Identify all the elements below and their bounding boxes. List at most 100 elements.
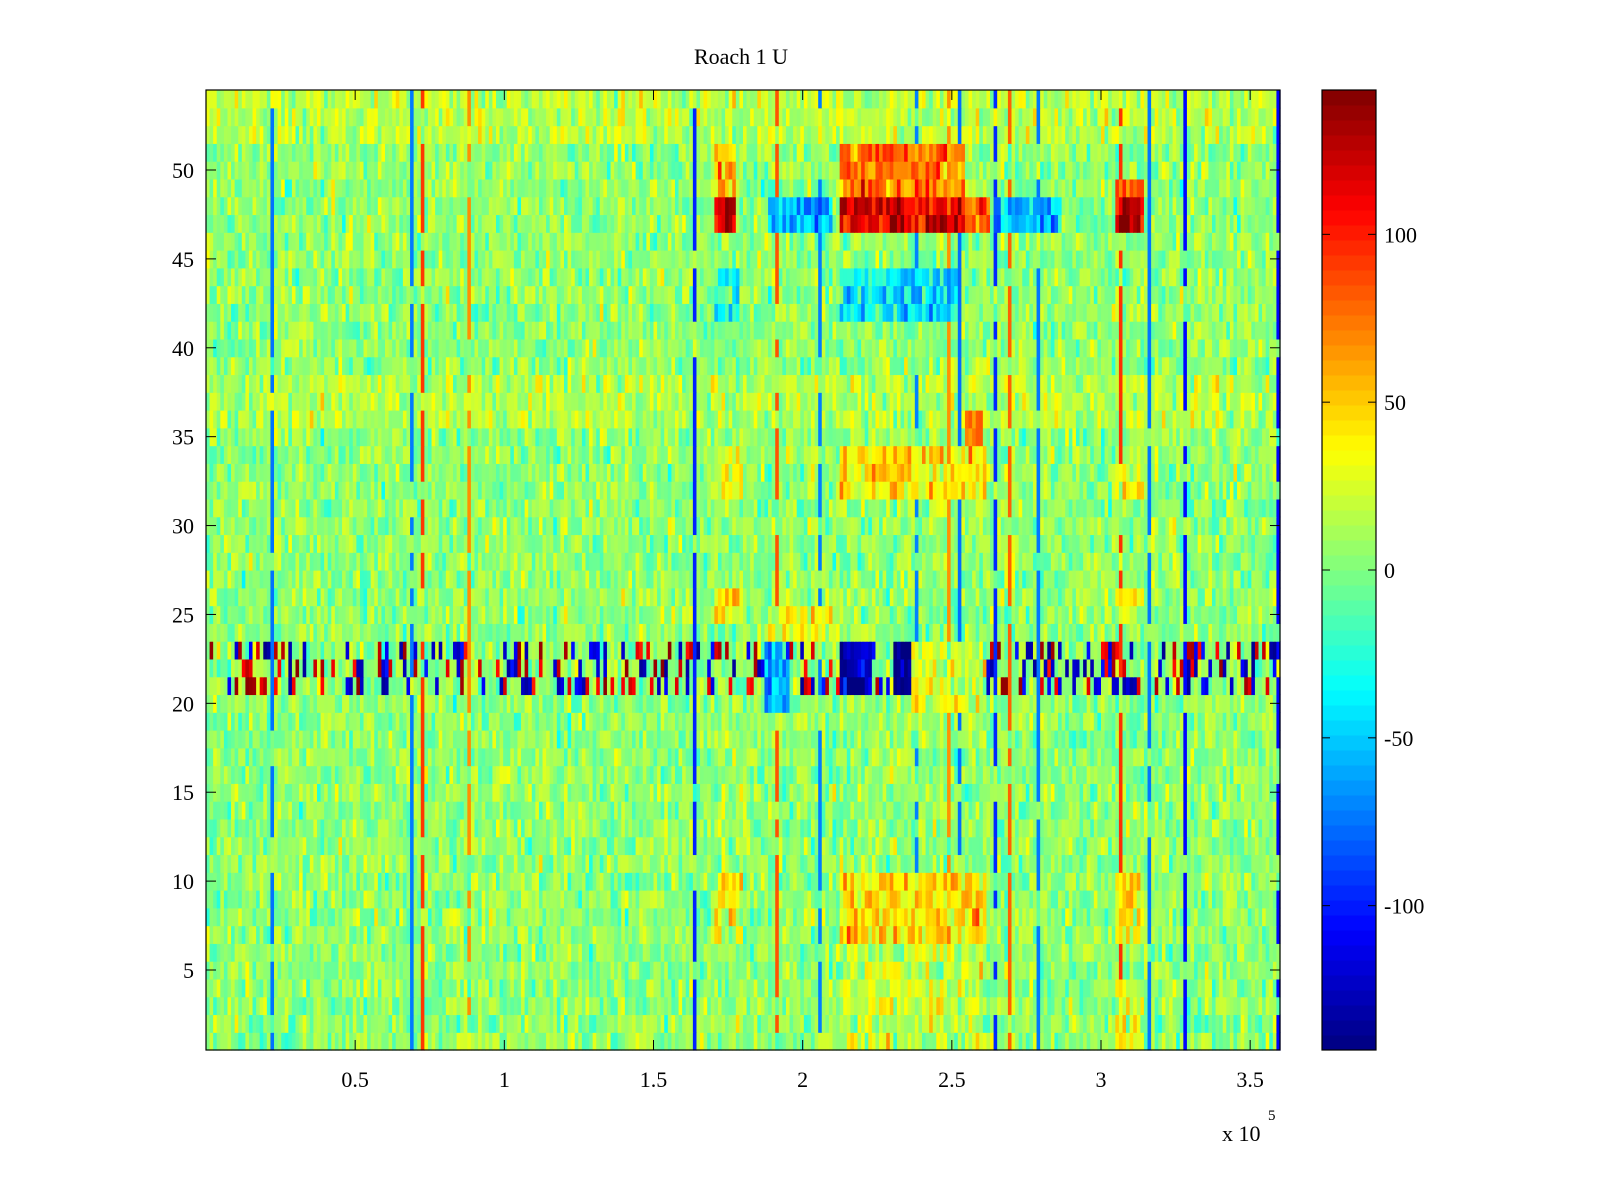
heatmap-cell <box>1133 925 1138 944</box>
heatmap-cell <box>621 978 626 998</box>
heatmap-cell <box>1054 818 1059 838</box>
heatmap-cell <box>1190 978 1195 998</box>
heatmap-cell <box>1090 1032 1095 1051</box>
heatmap-cell <box>728 925 733 944</box>
heatmap-cell <box>825 925 830 944</box>
heatmap-cell <box>485 783 490 802</box>
heatmap-cell <box>281 943 286 962</box>
heatmap-cell <box>803 783 809 802</box>
heatmap-cell <box>1007 907 1013 927</box>
heatmap-cell <box>986 890 991 909</box>
heatmap-cell <box>853 801 859 820</box>
heatmap-cell <box>982 783 988 802</box>
heatmap-cell <box>961 907 966 927</box>
heatmap-cell <box>986 925 991 944</box>
heatmap-cell <box>1251 872 1256 891</box>
heatmap-cell <box>692 783 698 802</box>
heatmap-cell <box>259 818 264 838</box>
heatmap-cell <box>1025 854 1030 873</box>
heatmap-cell <box>399 890 404 909</box>
heatmap-cell <box>746 747 751 767</box>
heatmap-cell <box>760 890 766 909</box>
heatmap-cell <box>449 907 454 927</box>
heatmap-cell <box>1183 978 1188 998</box>
heatmap-cell <box>485 801 490 820</box>
heatmap-cell <box>453 925 458 944</box>
heatmap-cell <box>922 943 927 962</box>
heatmap-cell <box>1115 1032 1120 1051</box>
heatmap-cell <box>782 890 787 909</box>
heatmap-cell <box>359 783 365 802</box>
heatmap-cell <box>914 925 920 944</box>
heatmap-cell <box>925 872 930 891</box>
heatmap-cell <box>879 854 884 873</box>
heatmap-cell <box>556 943 562 962</box>
heatmap-cell <box>402 836 408 856</box>
heatmap-cell <box>1000 1032 1005 1051</box>
heatmap-cell <box>1194 872 1199 891</box>
heatmap-cell <box>1032 961 1038 980</box>
heatmap-cell <box>929 836 934 856</box>
heatmap-cell <box>1097 943 1102 962</box>
heatmap-cell <box>352 890 357 909</box>
heatmap-cell <box>1122 1032 1127 1051</box>
heatmap-cell <box>1011 783 1016 802</box>
heatmap-cell <box>399 1014 404 1033</box>
heatmap-cell <box>231 854 236 873</box>
heatmap-cell <box>524 765 529 784</box>
heatmap-cell <box>750 854 755 873</box>
heatmap-cell <box>513 801 519 820</box>
heatmap-cell <box>628 1014 633 1033</box>
heatmap-cell <box>811 925 816 944</box>
heatmap-cell <box>1140 961 1145 980</box>
heatmap-cell <box>531 907 536 927</box>
heatmap-cell <box>381 783 386 802</box>
heatmap-cell <box>914 783 920 802</box>
heatmap-cell <box>846 943 851 962</box>
heatmap-cell <box>453 996 458 1016</box>
heatmap-cell <box>1029 801 1034 820</box>
heatmap-cell <box>445 801 451 820</box>
heatmap-cell <box>1086 907 1091 927</box>
heatmap-cell <box>538 765 544 784</box>
heatmap-cell <box>1079 801 1084 820</box>
heatmap-cell <box>621 907 626 927</box>
heatmap-cell <box>886 961 891 980</box>
heatmap-cell <box>238 801 243 820</box>
heatmap-cell <box>1276 996 1281 1016</box>
heatmap-cell <box>220 747 225 767</box>
heatmap-cell <box>571 836 576 856</box>
heatmap-cell <box>818 818 823 838</box>
heatmap-cell <box>567 801 572 820</box>
heatmap-cell <box>993 854 998 873</box>
heatmap-cell <box>889 890 894 909</box>
heatmap-cell <box>753 836 758 856</box>
heatmap-cell <box>574 907 579 927</box>
heatmap-cell <box>796 747 801 767</box>
heatmap-cell <box>288 801 293 820</box>
heatmap-cell <box>1186 836 1192 856</box>
heatmap-cell <box>1047 943 1052 962</box>
heatmap-cell <box>1161 907 1167 927</box>
heatmap-cell <box>968 818 973 838</box>
heatmap-cell <box>417 925 422 944</box>
heatmap-cell <box>427 854 433 873</box>
heatmap-cell <box>209 836 214 856</box>
heatmap-cell <box>1254 765 1260 784</box>
heatmap-cell <box>367 765 372 784</box>
heatmap-cell <box>610 961 615 980</box>
heatmap-cell <box>352 996 357 1016</box>
heatmap-cell <box>1104 801 1109 820</box>
heatmap-cell <box>331 854 336 873</box>
heatmap-cell <box>979 978 984 998</box>
heatmap-cell <box>947 818 952 838</box>
heatmap-cell <box>589 872 594 891</box>
heatmap-cell <box>968 836 973 856</box>
heatmap-cell <box>993 818 998 838</box>
heatmap-cell <box>567 1032 572 1051</box>
heatmap-cell <box>549 783 554 802</box>
heatmap-cell <box>327 818 332 838</box>
heatmap-cell <box>531 872 536 891</box>
heatmap-cell <box>213 765 218 784</box>
heatmap-cell <box>256 1014 261 1033</box>
